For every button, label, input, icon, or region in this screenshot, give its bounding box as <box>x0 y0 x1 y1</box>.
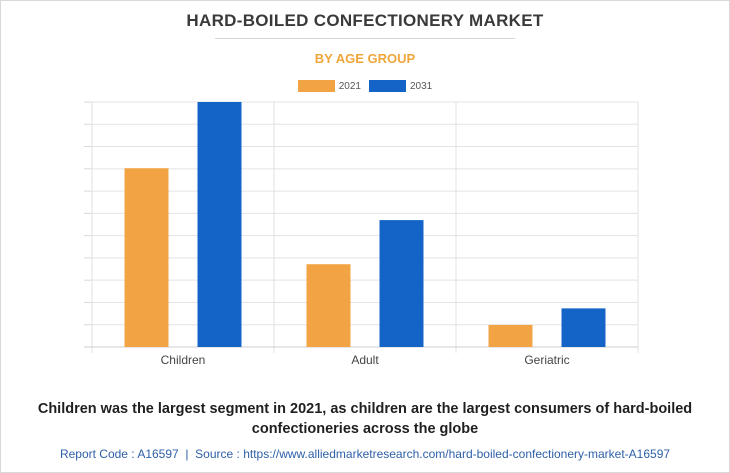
chart-caption: Children was the largest segment in 2021… <box>37 401 693 437</box>
source-link[interactable]: Source : https://www.alliedmarketresearc… <box>195 447 671 461</box>
x-tick-label-adult: Adult <box>351 353 379 367</box>
legend-label-2031: 2031 <box>410 80 433 92</box>
report-code: Report Code : A16597 <box>59 447 179 461</box>
x-tick-label-children: Children <box>161 353 206 367</box>
bar-geriatric-2021[interactable] <box>488 324 533 347</box>
bar-chart: Children Adult Geriatric <box>84 101 639 367</box>
bar-adult-2021[interactable] <box>306 264 351 347</box>
chart-legend: 2021 2031 <box>0 80 730 92</box>
footer-separator: | <box>185 447 189 461</box>
bar-children-2021[interactable] <box>124 168 169 347</box>
bar-geriatric-2031[interactable] <box>561 308 606 347</box>
legend-label-2021: 2021 <box>338 80 361 92</box>
bar-children-2031[interactable] <box>197 102 242 347</box>
x-tick-label-geriatric: Geriatric <box>524 353 569 367</box>
legend-swatch-2031 <box>369 80 406 92</box>
footer: Report Code : A16597 | Source : https://… <box>0 447 730 461</box>
chart-subtitle: BY AGE GROUP <box>314 51 416 66</box>
legend-item-2021[interactable]: 2021 <box>297 80 361 92</box>
bar-adult-2031[interactable] <box>379 220 424 347</box>
legend-item-2031[interactable]: 2031 <box>369 80 432 92</box>
title-divider <box>215 38 515 39</box>
chart-title: HARD-BOILED CONFECTIONERY MARKET <box>186 11 544 30</box>
legend-swatch-2021 <box>297 80 335 92</box>
